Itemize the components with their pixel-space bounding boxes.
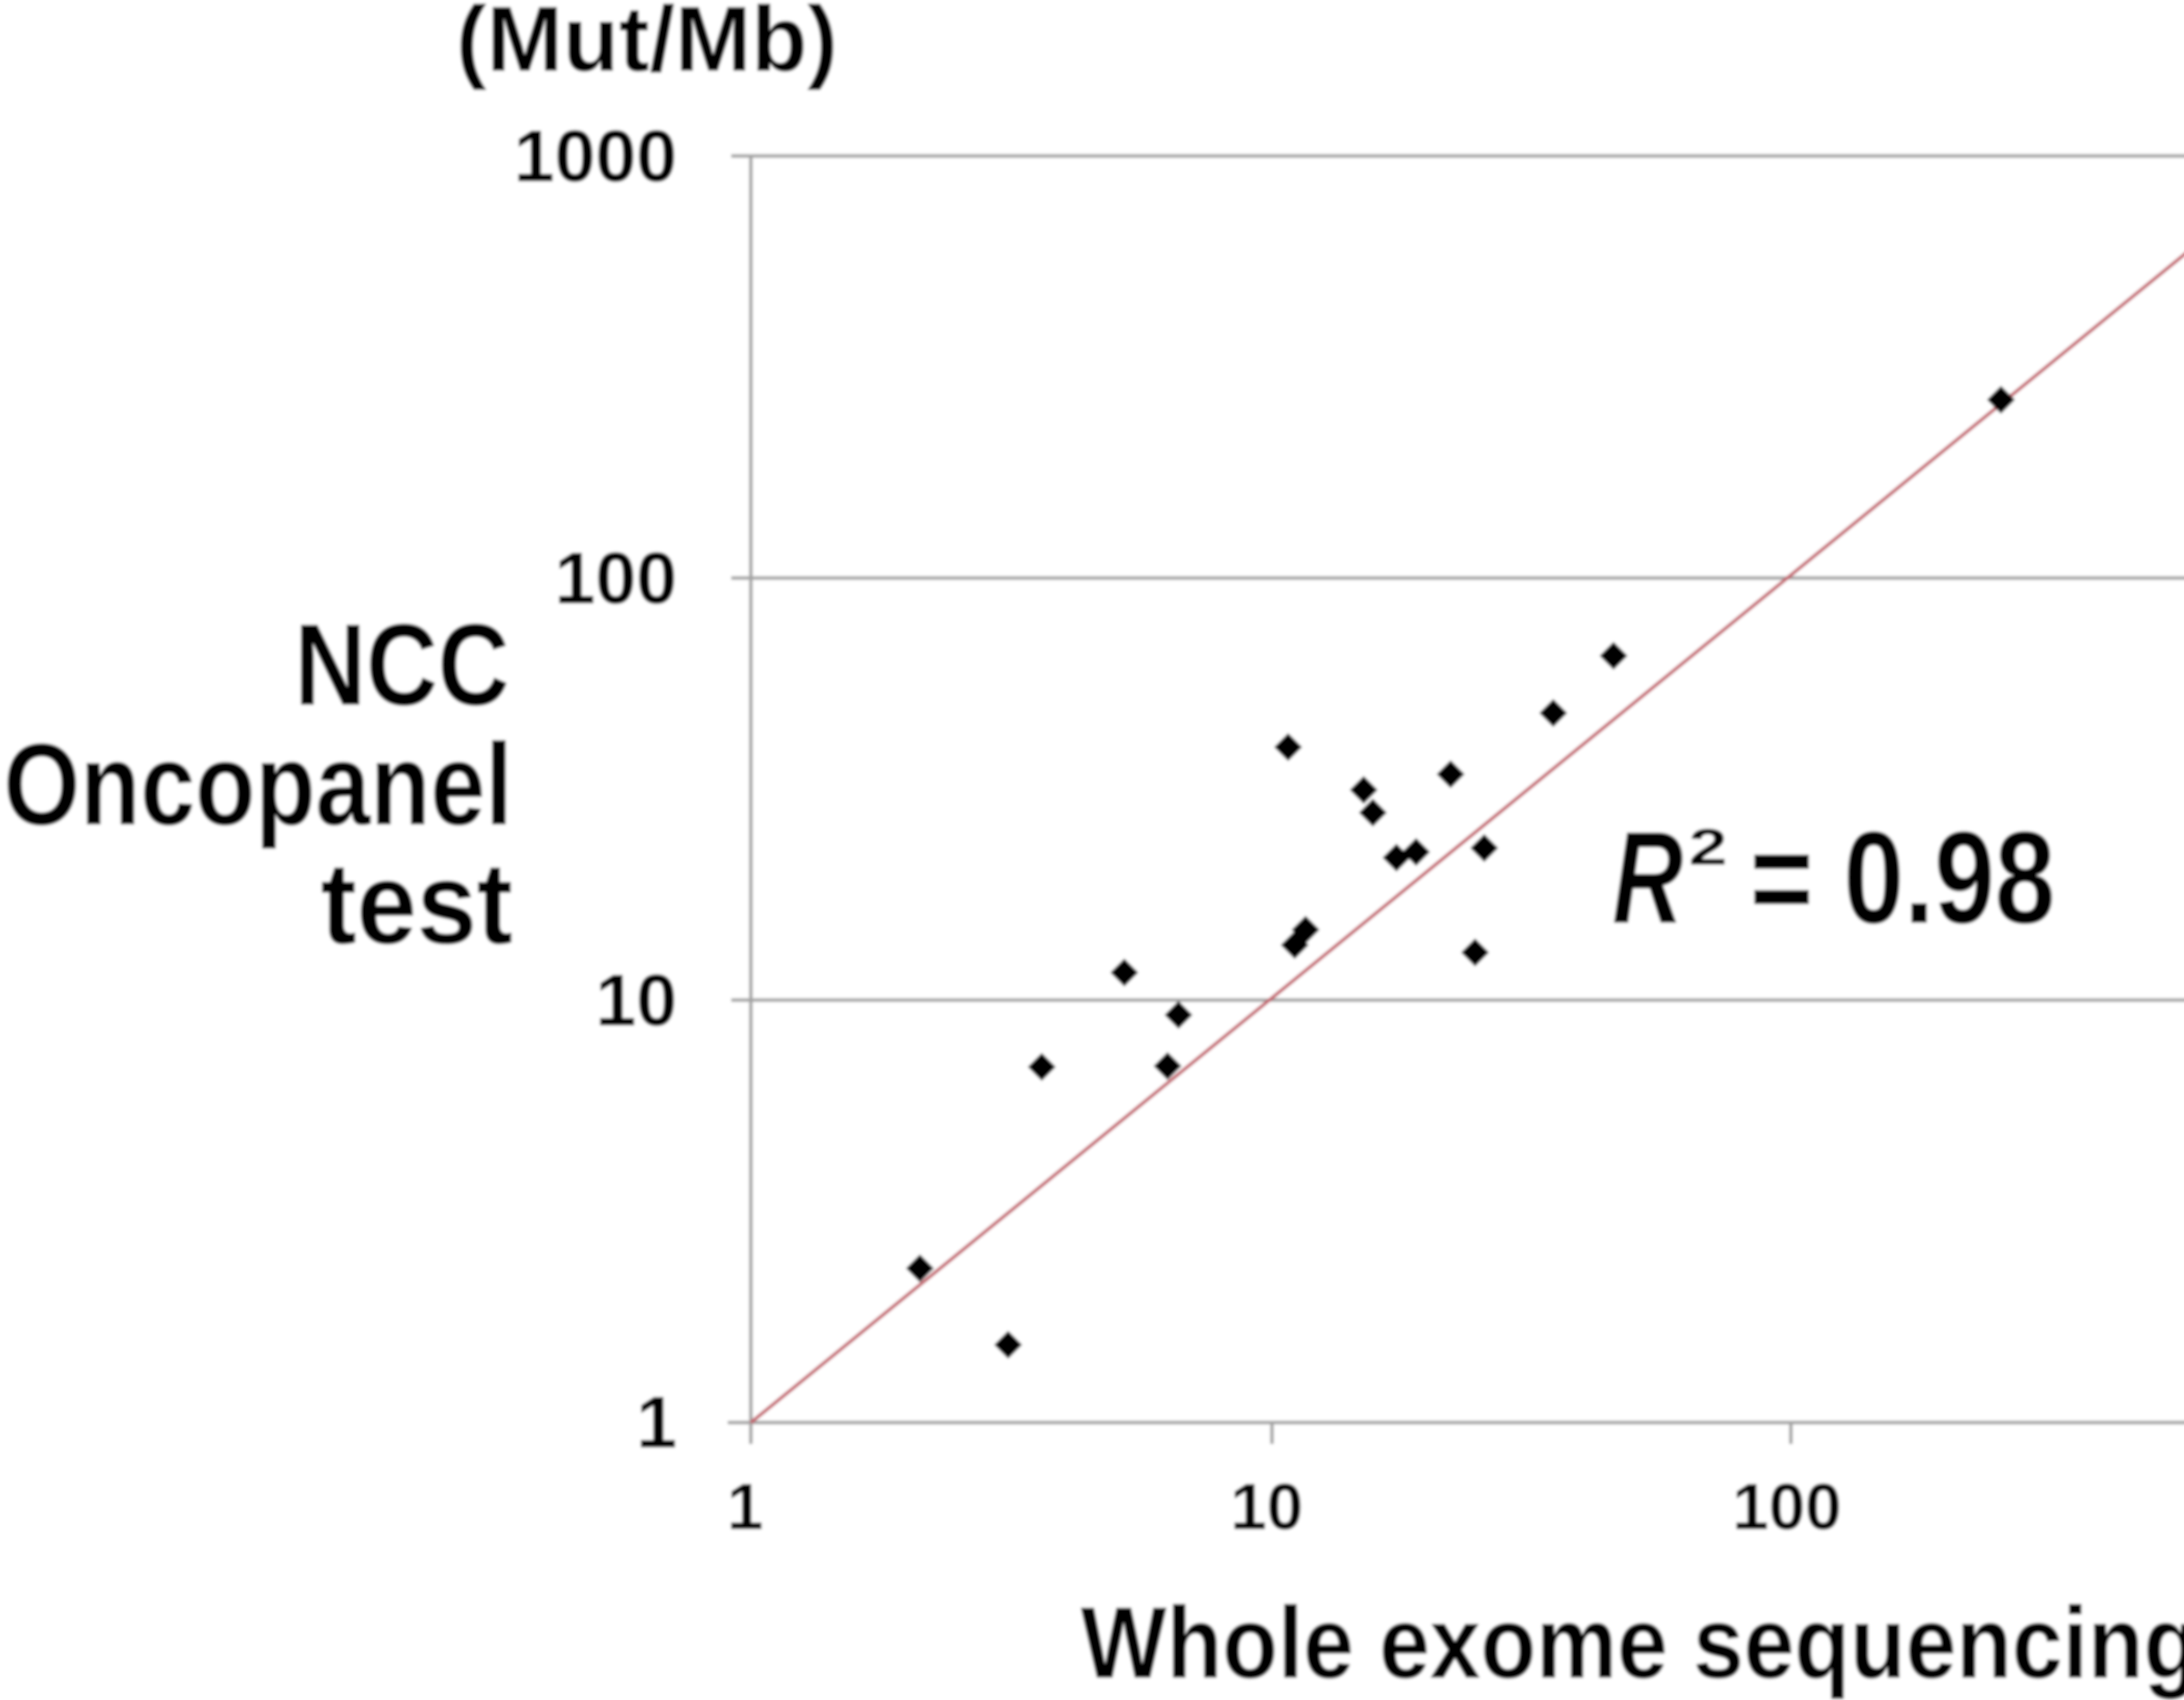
svg-text:NCC: NCC <box>294 600 509 730</box>
svg-text:= 0.98: = 0.98 <box>1750 804 2055 951</box>
svg-text:100: 100 <box>555 537 677 619</box>
svg-text:test: test <box>321 838 513 968</box>
svg-text:(Mut/Mb): (Mut/Mb) <box>456 0 838 90</box>
svg-text:1: 1 <box>636 1381 677 1463</box>
svg-text:100: 100 <box>1732 1470 1842 1543</box>
svg-text:10: 10 <box>595 959 677 1041</box>
svg-text:1000: 1000 <box>514 115 677 197</box>
svg-text:R: R <box>1612 805 1683 951</box>
svg-text:2: 2 <box>1689 818 1728 876</box>
svg-text:Oncopanel: Oncopanel <box>3 720 513 850</box>
svg-text:Whole exome sequencing: Whole exome sequencing <box>1081 1586 2184 1699</box>
svg-text:1: 1 <box>727 1470 763 1543</box>
svg-text:10: 10 <box>1230 1470 1303 1543</box>
